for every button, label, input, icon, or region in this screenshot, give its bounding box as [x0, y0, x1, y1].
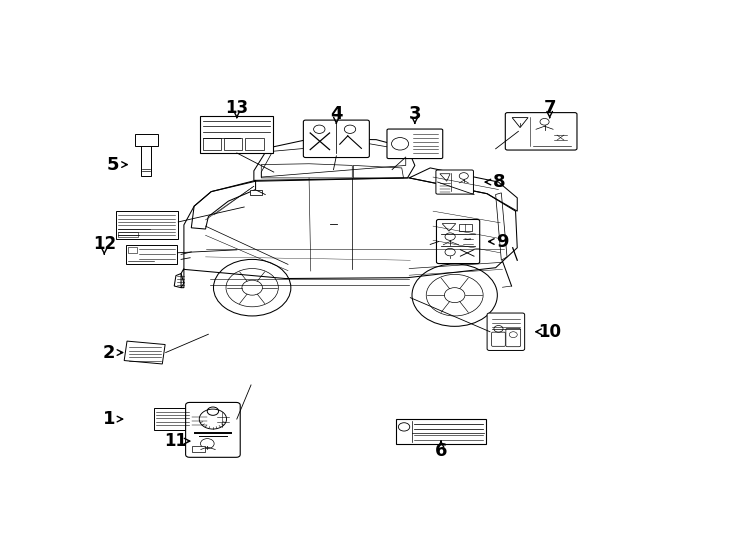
FancyBboxPatch shape — [186, 402, 240, 457]
Text: 3: 3 — [409, 105, 421, 123]
Text: 1: 1 — [103, 410, 115, 428]
FancyBboxPatch shape — [303, 120, 369, 158]
FancyBboxPatch shape — [492, 332, 505, 346]
FancyBboxPatch shape — [436, 170, 473, 194]
FancyBboxPatch shape — [225, 138, 242, 151]
FancyBboxPatch shape — [141, 145, 151, 176]
FancyBboxPatch shape — [250, 190, 263, 194]
Text: 13: 13 — [225, 99, 248, 117]
Text: 9: 9 — [496, 233, 509, 251]
FancyBboxPatch shape — [505, 113, 577, 150]
Text: 5: 5 — [107, 156, 120, 173]
FancyBboxPatch shape — [437, 219, 480, 264]
Text: 2: 2 — [103, 343, 115, 362]
FancyBboxPatch shape — [126, 245, 177, 265]
FancyBboxPatch shape — [210, 410, 233, 428]
FancyBboxPatch shape — [118, 232, 139, 238]
FancyBboxPatch shape — [203, 138, 222, 151]
FancyBboxPatch shape — [245, 138, 264, 151]
FancyBboxPatch shape — [116, 211, 178, 239]
FancyBboxPatch shape — [387, 129, 443, 159]
Text: 8: 8 — [493, 173, 506, 191]
Text: 12: 12 — [92, 235, 116, 253]
FancyBboxPatch shape — [135, 134, 158, 146]
Text: 7: 7 — [543, 99, 556, 117]
FancyBboxPatch shape — [506, 328, 520, 347]
FancyBboxPatch shape — [200, 116, 273, 153]
FancyBboxPatch shape — [487, 313, 525, 350]
Text: 6: 6 — [435, 442, 447, 460]
FancyBboxPatch shape — [154, 408, 236, 430]
FancyBboxPatch shape — [459, 224, 472, 231]
FancyBboxPatch shape — [192, 446, 205, 452]
Text: 10: 10 — [538, 323, 562, 341]
FancyBboxPatch shape — [191, 410, 208, 428]
Text: 4: 4 — [330, 105, 343, 123]
Text: 11: 11 — [164, 432, 187, 450]
FancyBboxPatch shape — [128, 247, 137, 253]
Circle shape — [207, 407, 219, 415]
FancyBboxPatch shape — [396, 418, 486, 444]
